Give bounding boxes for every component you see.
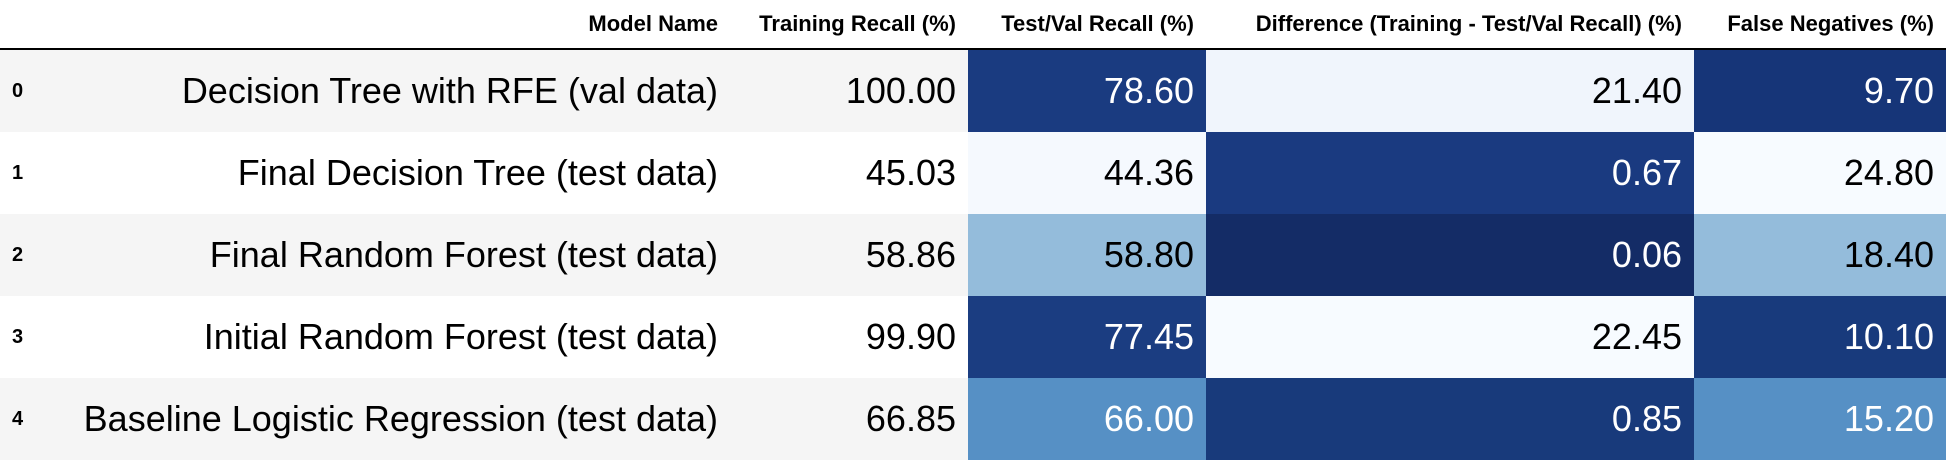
training-recall-cell: 66.85 [730,378,968,460]
model-name-cell: Baseline Logistic Regression (test data) [44,378,730,460]
model-name-cell: Final Decision Tree (test data) [44,132,730,214]
difference-cell: 0.85 [1206,378,1694,460]
test-val-recall-cell: 77.45 [968,296,1206,378]
difference-cell: 21.40 [1206,49,1694,132]
row-index: 2 [0,214,44,296]
header-model-name: Model Name [44,0,730,50]
table-row: 2 Final Random Forest (test data) 58.86 … [0,214,1946,296]
header-row: Model Name Training Recall (%) Test/Val … [0,0,1946,50]
false-negatives-cell: 9.70 [1694,49,1946,132]
header-index [0,0,44,50]
model-name-cell: Final Random Forest (test data) [44,214,730,296]
difference-cell: 22.45 [1206,296,1694,378]
table-row: 1 Final Decision Tree (test data) 45.03 … [0,132,1946,214]
training-recall-cell: 45.03 [730,132,968,214]
test-val-recall-cell: 58.80 [968,214,1206,296]
false-negatives-cell: 24.80 [1694,132,1946,214]
training-recall-cell: 99.90 [730,296,968,378]
difference-cell: 0.67 [1206,132,1694,214]
training-recall-cell: 58.86 [730,214,968,296]
false-negatives-cell: 18.40 [1694,214,1946,296]
difference-cell: 0.06 [1206,214,1694,296]
model-name-cell: Decision Tree with RFE (val data) [44,49,730,132]
row-index: 0 [0,49,44,132]
row-index: 3 [0,296,44,378]
false-negatives-cell: 15.20 [1694,378,1946,460]
model-name-cell: Initial Random Forest (test data) [44,296,730,378]
row-index: 1 [0,132,44,214]
false-negatives-cell: 10.10 [1694,296,1946,378]
row-index: 4 [0,378,44,460]
test-val-recall-cell: 66.00 [968,378,1206,460]
header-training-recall: Training Recall (%) [730,0,968,50]
test-val-recall-cell: 44.36 [968,132,1206,214]
table-row: 4 Baseline Logistic Regression (test dat… [0,378,1946,460]
table-row: 3 Initial Random Forest (test data) 99.9… [0,296,1946,378]
header-false-negatives: False Negatives (%) [1694,0,1946,50]
table-row: 0 Decision Tree with RFE (val data) 100.… [0,49,1946,132]
header-difference: Difference (Training - Test/Val Recall) … [1206,0,1694,50]
training-recall-cell: 100.00 [730,49,968,132]
test-val-recall-cell: 78.60 [968,49,1206,132]
header-test-val-recall: Test/Val Recall (%) [968,0,1206,50]
